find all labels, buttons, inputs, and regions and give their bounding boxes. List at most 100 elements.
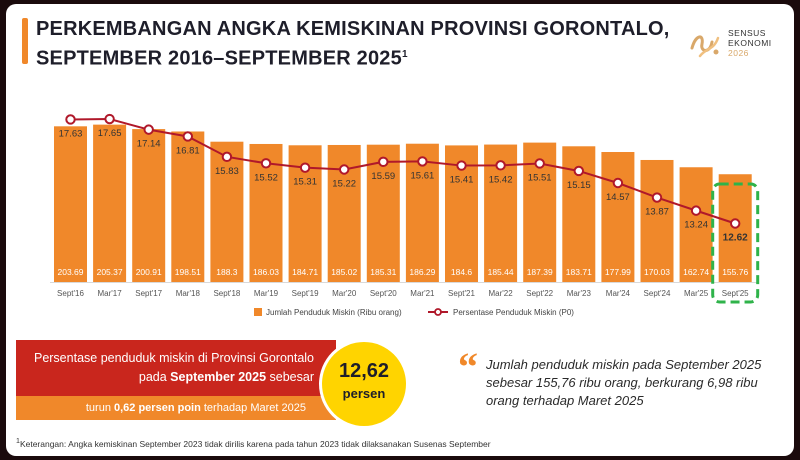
sensus-ekonomi-logo-icon xyxy=(690,35,720,58)
bar-value-label-10: 184.6 xyxy=(451,267,473,277)
line-value-label-9: 15.61 xyxy=(411,170,435,181)
x-tick-label-12: Sept'22 xyxy=(526,289,553,298)
legend-line-marker xyxy=(434,308,442,316)
x-tick-label-13: Mar'23 xyxy=(567,289,592,298)
highlight-box xyxy=(711,182,760,304)
bar-1 xyxy=(93,124,127,282)
bar-8 xyxy=(366,144,400,282)
x-tick-label-8: Sept'20 xyxy=(370,289,397,298)
line-value-label-2: 17.14 xyxy=(137,139,161,150)
bar-value-label-16: 162.74 xyxy=(683,267,709,277)
line-value-label-13: 15.15 xyxy=(567,180,591,191)
line-value-label-6: 15.31 xyxy=(293,177,317,188)
bar-value-label-14: 177.99 xyxy=(605,267,631,277)
bar-value-label-17: 155.76 xyxy=(722,267,748,277)
line-value-label-8: 15.59 xyxy=(371,171,395,182)
footnote: 1Keterangan: Angka kemiskinan September … xyxy=(16,437,491,449)
x-tick-label-11: Mar'22 xyxy=(488,289,513,298)
line-value-label-4: 15.83 xyxy=(215,166,239,177)
x-tick-label-16: Mar'25 xyxy=(684,289,709,298)
bar-value-label-7: 185.02 xyxy=(331,267,357,277)
bar-0 xyxy=(54,126,87,282)
bar-value-label-1: 205.37 xyxy=(97,267,123,277)
bar-3 xyxy=(171,131,205,282)
line-marker-2 xyxy=(143,124,154,135)
line-value-label-0: 17.63 xyxy=(59,128,83,139)
line-value-label-15: 13.87 xyxy=(645,207,669,218)
percentage-line xyxy=(70,118,736,225)
x-tick-label-14: Mar'24 xyxy=(606,289,631,298)
line-marker-17 xyxy=(730,218,741,229)
x-tick-label-3: Mar'18 xyxy=(176,289,201,298)
quote-text: Jumlah penduduk miskin pada September 20… xyxy=(486,357,762,408)
bar-value-label-0: 203.69 xyxy=(58,267,84,277)
line-marker-8 xyxy=(378,156,389,168)
title-line-1: PERKEMBANGAN ANGKA KEMISKINAN PROVINSI G… xyxy=(36,18,670,40)
x-tick-label-15: Sept'24 xyxy=(644,289,671,298)
line-marker-3 xyxy=(182,131,194,142)
x-tick-label-2: Sept'17 xyxy=(135,289,162,298)
badge-value: 12,62 xyxy=(338,360,390,382)
line-marker-6 xyxy=(299,162,311,173)
summary-panel: Persentase penduduk miskin di Provinsi G… xyxy=(16,340,336,396)
poverty-chart: 203.69 205.37 200.91 198.51 188.3 186.03 184.7… xyxy=(50,113,760,317)
x-tick-label-1: Mar'17 xyxy=(97,289,122,298)
legend-bar-swatch xyxy=(254,308,262,316)
line-marker-14 xyxy=(612,177,624,189)
summary-text: Persentase penduduk miskin di Provinsi G… xyxy=(33,351,314,384)
page-title: PERKEMBANGAN ANGKA KEMISKINAN PROVINSI G… xyxy=(36,16,676,72)
legend-line-label: Persentase Penduduk Miskin (P0) xyxy=(453,308,574,317)
line-value-label-1: 17.65 xyxy=(98,128,122,139)
bar-value-label-13: 183.71 xyxy=(566,267,592,277)
line-marker-13 xyxy=(573,165,584,177)
line-value-label-12: 15.51 xyxy=(528,172,552,183)
sensus-ekonomi-logo: SENSUS EKONOMI 2026 xyxy=(688,28,788,62)
line-value-label-5: 15.52 xyxy=(254,172,278,183)
badge-unit: persen xyxy=(342,386,386,401)
x-tick-label-10: Sept'21 xyxy=(448,289,475,298)
x-tick-label-5: Mar'19 xyxy=(254,289,279,298)
line-marker-7 xyxy=(339,164,350,175)
line-marker-9 xyxy=(417,156,428,167)
bar-value-label-3: 198.51 xyxy=(175,267,201,277)
line-marker-4 xyxy=(221,151,233,163)
logo-text: SENSUS EKONOMI 2026 xyxy=(728,28,772,58)
line-marker-12 xyxy=(534,158,545,169)
quote-icon: “ xyxy=(458,344,478,389)
change-strip: turun 0,62 persen poin terhadap Maret 20… xyxy=(16,396,336,420)
x-tick-label-6: Sept'19 xyxy=(292,289,319,298)
x-tick-label-17: Sept'25 xyxy=(722,289,749,298)
bar-value-label-4: 188.3 xyxy=(216,267,238,277)
line-marker-15 xyxy=(651,192,663,203)
bar-16 xyxy=(679,167,713,282)
line-value-label-10: 15.41 xyxy=(450,175,474,186)
line-marker-0 xyxy=(65,114,76,125)
line-marker-5 xyxy=(260,158,272,169)
bar-value-label-15: 170.03 xyxy=(644,267,670,277)
bar-9 xyxy=(405,143,439,282)
line-marker-11 xyxy=(495,160,506,171)
legend-bar-label: Jumlah Penduduk Miskin (Ribu orang) xyxy=(266,308,402,317)
bar-value-label-6: 184.71 xyxy=(292,267,318,277)
line-marker-10 xyxy=(456,160,467,171)
line-value-label-7: 15.22 xyxy=(332,179,356,190)
bar-15 xyxy=(640,159,674,282)
bar-4 xyxy=(210,141,244,282)
bar-value-label-12: 187.39 xyxy=(527,267,553,277)
bar-2 xyxy=(132,129,166,282)
title-line-2: SEPTEMBER 2016–SEPTEMBER 20251 xyxy=(36,47,408,70)
line-value-label-11: 15.42 xyxy=(489,174,513,185)
line-value-label-3: 16.81 xyxy=(176,145,200,156)
bar-value-label-8: 185.31 xyxy=(370,267,396,277)
bar-value-label-9: 186.29 xyxy=(409,267,435,277)
slide: PERKEMBANGAN ANGKA KEMISKINAN PROVINSI G… xyxy=(6,4,794,456)
x-tick-label-7: Mar'20 xyxy=(332,289,357,298)
x-tick-label-4: Sept'18 xyxy=(213,289,240,298)
line-value-label-17: 12.62 xyxy=(723,233,748,244)
x-tick-label-0: Sept'16 xyxy=(57,289,84,298)
line-value-label-14: 14.57 xyxy=(606,192,630,203)
line-marker-16 xyxy=(690,205,702,216)
line-value-label-16: 13.24 xyxy=(684,220,708,231)
bar-value-label-5: 186.03 xyxy=(253,267,279,277)
bar-value-label-11: 185.44 xyxy=(488,267,514,277)
